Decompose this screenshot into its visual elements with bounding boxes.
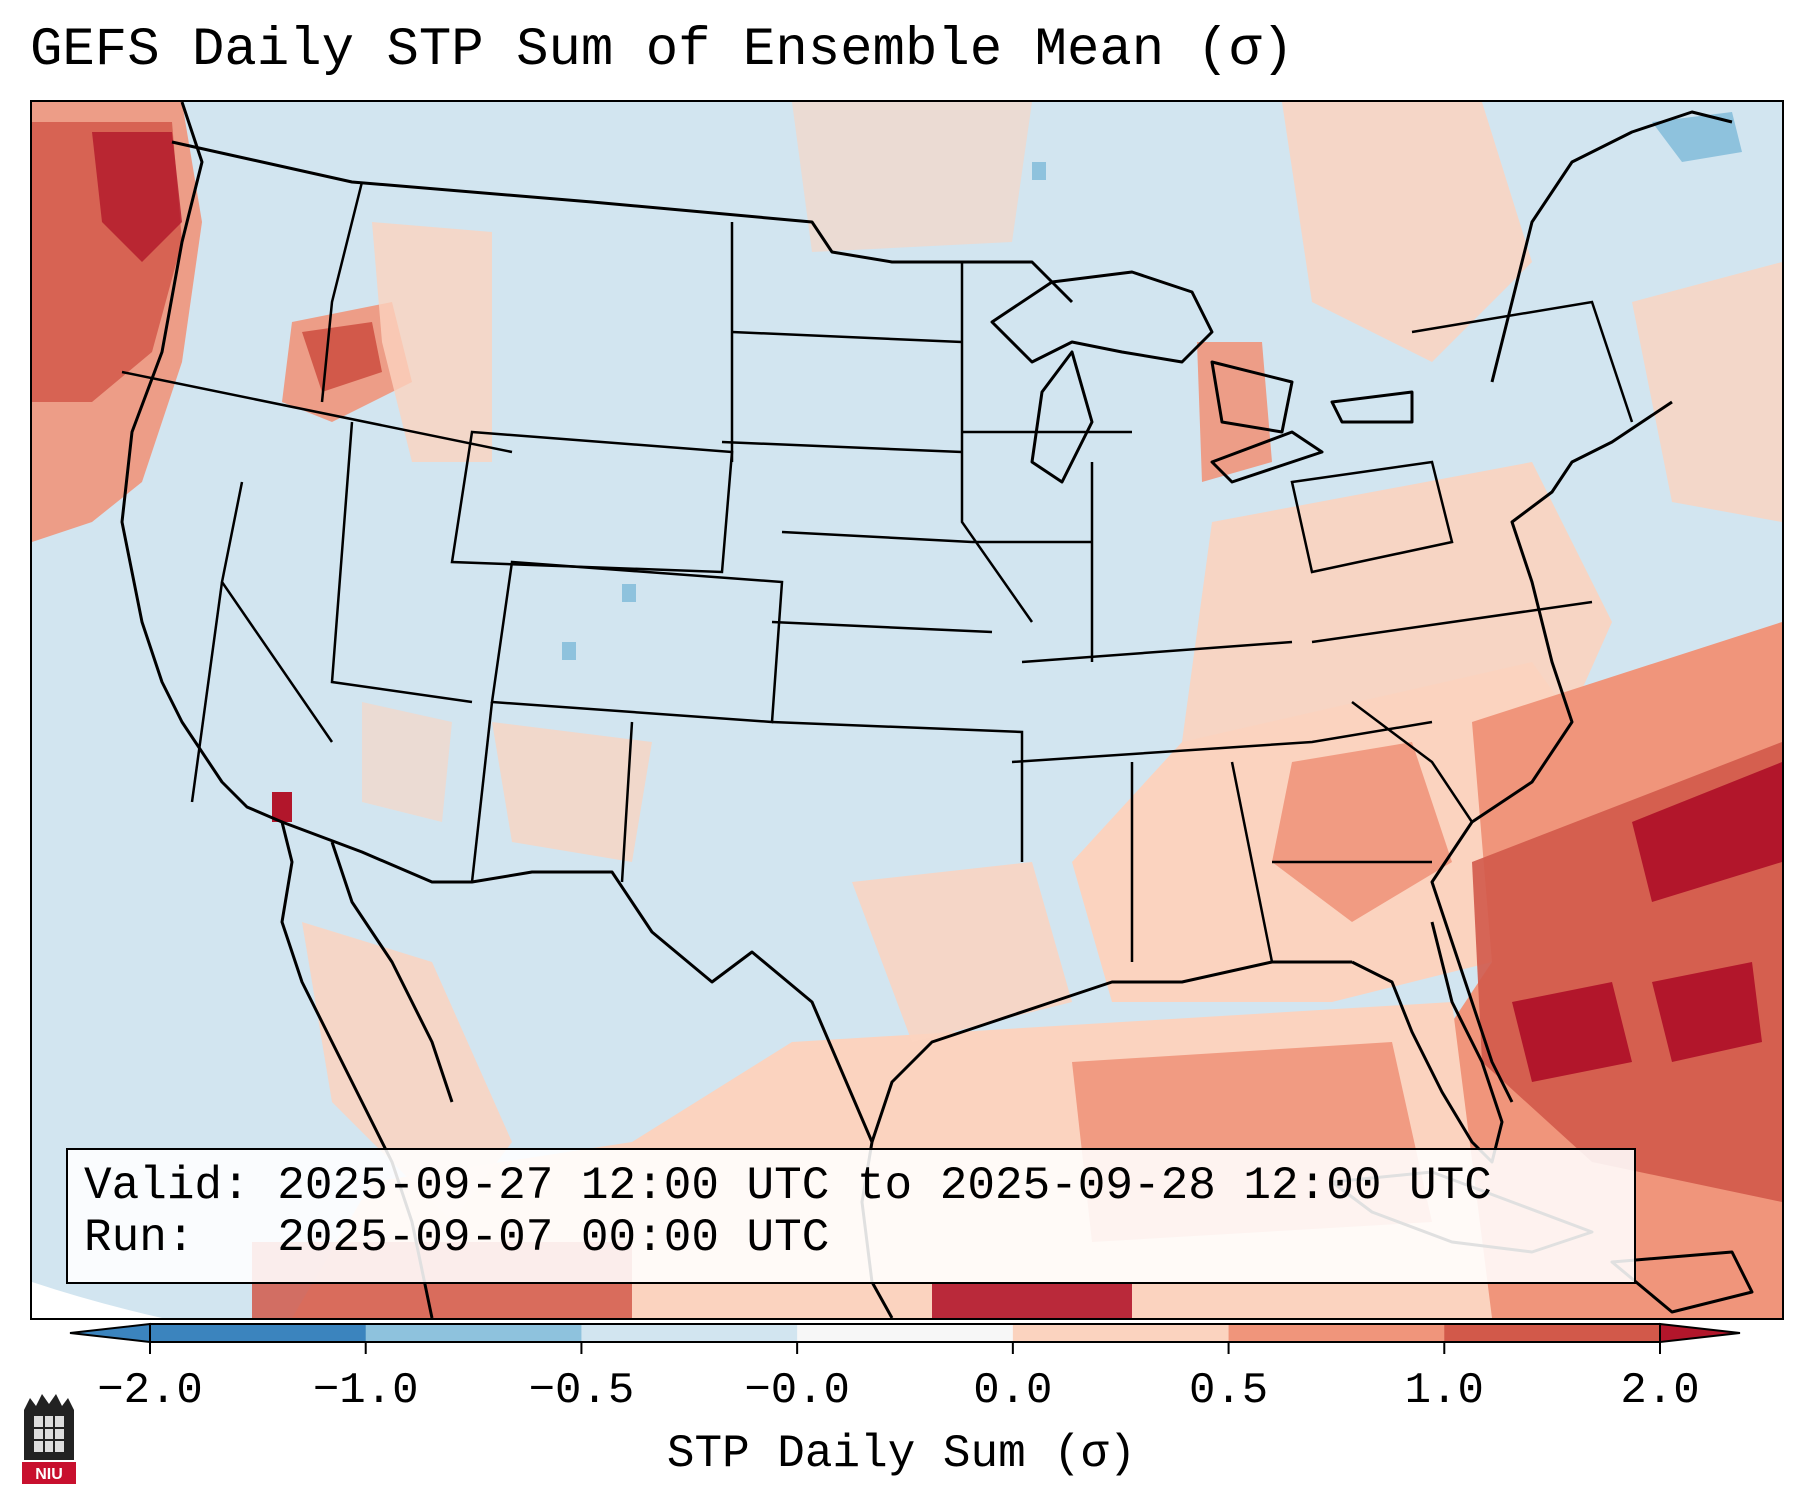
page-title: GEFS Daily STP Sum of Ensemble Mean (σ) [30, 20, 1294, 81]
border-idaho-west [320, 181, 364, 403]
run-line: Run: 2025-09-07 00:00 UTC [84, 1212, 829, 1264]
border-mn-wi [960, 262, 1034, 623]
anomaly-north-dakota-canada [792, 102, 1032, 252]
border-ky-tn [1021, 640, 1293, 664]
border-new-york [1411, 300, 1634, 423]
border-utah [330, 421, 473, 704]
border-al-ga [1230, 761, 1274, 963]
colorbar-extend-min [69, 1322, 151, 1344]
border-ne-ks [781, 530, 973, 544]
valid-value: 2025-09-27 12:00 UTC to 2025-09-28 12:00… [277, 1160, 1492, 1212]
map-canvas [32, 102, 1782, 1318]
anomaly-colorado-negative-2 [562, 642, 576, 660]
st-lawrence [1490, 110, 1733, 383]
anomaly-montana [372, 222, 492, 462]
anomaly-ontario-quebec [1282, 102, 1532, 362]
colorbar-segments [69, 1322, 1741, 1344]
lake-huron [1210, 360, 1294, 434]
run-value: 2025-09-07 00:00 UTC [277, 1212, 830, 1264]
anomaly-atlantic-core-2 [1512, 982, 1632, 1082]
colorbar-segment [1444, 1324, 1661, 1342]
border-nm-tx [620, 721, 634, 883]
atlantic-coastline [1430, 400, 1673, 1103]
border-ok-tx [771, 720, 1024, 862]
anomaly-atlantic-core-1 [1632, 762, 1782, 902]
border-sc [1351, 701, 1474, 823]
anomaly-michigan [1197, 342, 1272, 482]
anomaly-louisiana [852, 862, 1072, 1042]
lake-superior [990, 270, 1214, 364]
anomaly-maritimes [1632, 262, 1782, 522]
valid-label: Valid: [84, 1160, 250, 1212]
colorbar-tick-label: 2.0 [1620, 1366, 1700, 1416]
border-nd-sd [731, 330, 963, 344]
colorbar-tick-label: −1.0 [312, 1366, 419, 1416]
colorbar-segment [1228, 1324, 1445, 1342]
anomaly-maine-negative [1652, 112, 1742, 162]
border-tn-south [1011, 720, 1433, 764]
colorbar-tick-label: −0.0 [744, 1366, 850, 1416]
colorbar-segment [581, 1324, 798, 1342]
mexico-border [281, 820, 874, 1143]
border-arizona-nm [470, 701, 494, 883]
anomaly-atlantic-core-3 [1652, 962, 1762, 1062]
hispaniola-coastline [1610, 1250, 1754, 1314]
anomaly-baja [302, 922, 512, 1222]
border-sd-ne [721, 440, 963, 454]
anomaly-new-mexico [492, 722, 652, 862]
colorbar-tick-label: −2.0 [97, 1366, 203, 1416]
anomaly-arizona [362, 702, 452, 822]
colorbar-segment [365, 1324, 582, 1342]
anomaly-idaho-strong [302, 322, 382, 392]
border-wyoming [450, 430, 734, 574]
map-panel [30, 100, 1784, 1320]
anomaly-pacific-nw-core [92, 132, 182, 262]
border-va-nc [1311, 600, 1593, 644]
run-label: Run: [84, 1212, 195, 1264]
colorbar-title: STP Daily Sum (σ) [666, 1428, 1137, 1480]
anomaly-socal [272, 792, 292, 822]
gulf-of-california [330, 841, 454, 1103]
colorbar-extend-max [1659, 1322, 1741, 1344]
colorbar-outline [149, 1323, 1661, 1343]
colorbar-tick-label: 1.0 [1404, 1366, 1484, 1416]
pacific-coastline [120, 102, 434, 1318]
lake-ontario [1330, 390, 1414, 424]
border-pennsylvania [1290, 460, 1454, 574]
colorbar-ticks [149, 1342, 1661, 1354]
valid-line: Valid: 2025-09-27 12:00 UTC to 2025-09-2… [84, 1160, 1492, 1212]
border-oregon-north [121, 370, 513, 454]
projection-edge [32, 1282, 162, 1318]
state-borders [121, 181, 1634, 963]
lake-erie [1210, 430, 1324, 484]
lake-michigan [1030, 350, 1094, 484]
colorbar-segment [797, 1324, 1014, 1342]
colorbar-tick-label: −0.5 [528, 1366, 635, 1416]
anomaly-colorado-negative-1 [622, 584, 636, 602]
colorbar-segment [150, 1324, 367, 1342]
anomaly-yucatan [932, 1282, 1132, 1318]
validity-info-box: Valid: 2025-09-27 12:00 UTC to 2025-09-2… [66, 1148, 1636, 1284]
anomaly-ontario-negative [1032, 162, 1046, 180]
canada-border-west [171, 140, 1074, 304]
anomaly-carolinas [1272, 742, 1452, 922]
colorbar-segment [1012, 1324, 1230, 1342]
colorbar-tick-label: 0.5 [1188, 1366, 1269, 1416]
border-california-east [190, 581, 224, 803]
border-ks-ok [771, 620, 993, 634]
niu-logo-text: NIU [35, 1466, 63, 1483]
colorbar-tick-label: 0.0 [973, 1366, 1053, 1416]
niu-logo: NIU [22, 1394, 76, 1484]
